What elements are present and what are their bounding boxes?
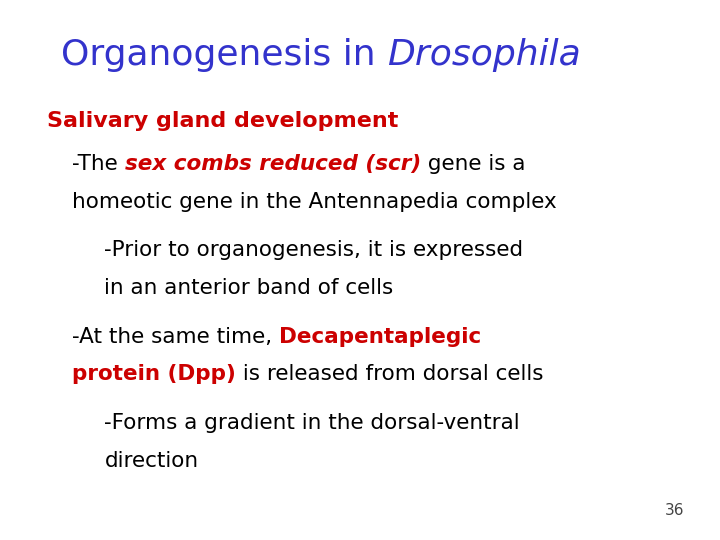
Text: -At the same time,: -At the same time, bbox=[72, 327, 279, 347]
Text: homeotic gene in the Antennapedia complex: homeotic gene in the Antennapedia comple… bbox=[72, 192, 557, 212]
Text: direction: direction bbox=[104, 451, 199, 471]
Text: Drosophila: Drosophila bbox=[387, 38, 581, 72]
Text: 36: 36 bbox=[665, 503, 684, 518]
Text: sex combs reduced (scr): sex combs reduced (scr) bbox=[125, 154, 421, 174]
Text: -The: -The bbox=[72, 154, 125, 174]
Text: gene is a: gene is a bbox=[421, 154, 526, 174]
Text: Decapentaplegic: Decapentaplegic bbox=[279, 327, 481, 347]
Text: -Forms a gradient in the dorsal-ventral: -Forms a gradient in the dorsal-ventral bbox=[104, 413, 520, 433]
Text: in an anterior band of cells: in an anterior band of cells bbox=[104, 278, 394, 298]
Text: Salivary gland development: Salivary gland development bbox=[47, 111, 398, 131]
Text: Organogenesis in: Organogenesis in bbox=[61, 38, 387, 72]
Text: protein (Dpp): protein (Dpp) bbox=[72, 364, 236, 384]
Text: -Prior to organogenesis, it is expressed: -Prior to organogenesis, it is expressed bbox=[104, 240, 523, 260]
Text: is released from dorsal cells: is released from dorsal cells bbox=[236, 364, 544, 384]
